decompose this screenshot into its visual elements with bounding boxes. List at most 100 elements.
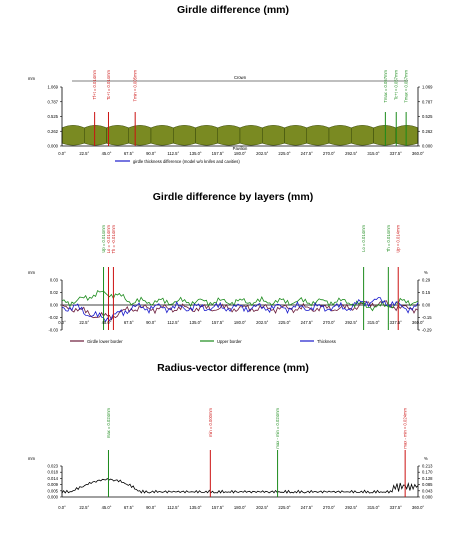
x-tick-label: 180.0° xyxy=(234,505,246,510)
x-tick-label: 247.5° xyxy=(301,151,313,156)
marker-label: max - min = 0.024mm xyxy=(275,407,280,448)
y-tick-label: 0.262 xyxy=(48,129,59,134)
x-tick-label: 315.0° xyxy=(367,151,379,156)
chart-title: Radius-vector difference (mm) xyxy=(157,362,309,374)
series-upper-border xyxy=(61,289,419,312)
y-tick-label: 0.005 xyxy=(48,488,59,493)
marker-label: Up = 0.014mm xyxy=(101,225,106,253)
markers: Tf+t = 0.014mm Tc+t = 0.014mm Tmin = 0.005… xyxy=(92,69,409,146)
y-tick-label-right: 0.262 xyxy=(422,129,433,134)
x-tick-labels: 0.0° 22.5° 45.0° 67.5° 90.0° 112.5° 135.0° 157.… xyxy=(58,151,424,156)
marker-label: Up = 0.014mm xyxy=(396,225,401,253)
x-tick-label: 67.5° xyxy=(124,505,134,510)
x-tick-label: 45.0° xyxy=(102,151,112,156)
x-tick-label: 337.5° xyxy=(390,320,402,325)
girdle-segment xyxy=(217,125,241,146)
y-tick-label-right: 1.069 xyxy=(422,85,433,90)
x-tick-label: 225.0° xyxy=(278,505,290,510)
marker-label: Th = -0.014mm xyxy=(111,224,116,253)
crown-label: Crown xyxy=(234,75,247,80)
x-tick-label: 112.5° xyxy=(167,320,179,325)
x-tick-label: 45.0° xyxy=(102,505,112,510)
marker-label: min = 0.000mm xyxy=(208,407,213,436)
girdle-segment xyxy=(150,125,174,146)
x-tick-label: 225.0° xyxy=(278,151,290,156)
x-tick-label: 0.0° xyxy=(58,505,66,510)
y-tick-label: 0.018 xyxy=(48,470,59,475)
y-axis-label: mm xyxy=(28,270,35,275)
x-tick-label: 0.0° xyxy=(58,320,66,325)
x-tick-label: 45.0° xyxy=(102,320,112,325)
girdle-segment xyxy=(395,125,419,146)
x-tick-label: 90.0° xyxy=(146,505,156,510)
girdle-difference-chart: Girdle difference (mm) mm 1.069 0.787 0.52… xyxy=(28,4,433,164)
y-tick-label-right: 0.085 xyxy=(422,482,433,487)
marker-label: Tc+t = 0.014mm xyxy=(106,69,111,100)
marker-label: max = 0.024mm xyxy=(106,407,111,438)
series-thickness xyxy=(61,297,419,323)
y-tick-label-right: 0.043 xyxy=(422,488,433,493)
x-tick-label: 135.0° xyxy=(189,505,201,510)
y-tick-label-right: 0.170 xyxy=(422,470,433,475)
x-tick-label: 202.5° xyxy=(256,320,268,325)
x-tick-label: 157.5° xyxy=(212,320,224,325)
girdle-segment xyxy=(284,125,307,146)
legend-entry: girdle thickness difference (model w/o k… xyxy=(133,159,240,164)
y-tick-label: 1.069 xyxy=(48,85,59,90)
girdle-segment xyxy=(106,125,129,146)
series-girdle-lower-border xyxy=(61,300,419,321)
x-tick-label: 202.5° xyxy=(256,505,268,510)
x-tick-label: 292.5° xyxy=(345,320,357,325)
marker-label: max - min = 0.024mm xyxy=(403,407,408,448)
x-tick-label: 112.5° xyxy=(167,151,179,156)
legend: Girdle lower border Upper border Thickness xyxy=(70,339,336,344)
y-tick-label-right: 0.213 xyxy=(422,464,433,469)
x-tick-label: 67.5° xyxy=(124,320,134,325)
series-radius-vector xyxy=(61,477,419,494)
x-tick-label: 360.0° xyxy=(412,320,424,325)
series-lines xyxy=(61,477,419,494)
x-tick-label: 337.5° xyxy=(390,151,402,156)
x-tick-label: 90.0° xyxy=(146,151,156,156)
girdle-segment xyxy=(262,125,285,146)
y-tick-label: 0.000 xyxy=(48,495,59,500)
y-tick-label: 0.525 xyxy=(48,114,59,119)
x-tick-label: 247.5° xyxy=(301,320,313,325)
girdle-segment xyxy=(128,125,152,146)
marker-label: Th = 0.014mm xyxy=(386,224,391,252)
y-tick-label: 0.03 xyxy=(50,278,59,283)
x-tick-labels: 0.0° 22.5° 45.0° 67.5° 90.0° 112.5° 135.0° 157.… xyxy=(58,505,424,510)
marker-label: Tc+t = 0.057mm xyxy=(394,69,399,100)
y-axis-label: mm xyxy=(28,76,35,81)
radius-vector-difference-chart: Radius-vector difference (mm) mm % 0.023… xyxy=(28,362,433,510)
marker-label: Tmax = 0.057mm xyxy=(404,69,409,102)
x-tick-label: 337.5° xyxy=(390,505,402,510)
x-tick-label: 292.5° xyxy=(345,505,357,510)
marker-label: Tf+t = 0.014mm xyxy=(92,69,97,99)
marker-label: Lo = 0.014mm xyxy=(361,224,366,251)
plot-axes xyxy=(60,465,420,498)
chart-title: Girdle difference (mm) xyxy=(177,4,289,16)
x-tick-label: 22.5° xyxy=(79,320,89,325)
x-tick-label: 90.0° xyxy=(146,320,156,325)
legend-entry: Girdle lower border xyxy=(87,339,123,344)
girdle-segment xyxy=(84,125,107,146)
y-tick-labels-right: 0.29 0.15 0.00 -0.15 -0.29 xyxy=(422,278,432,333)
legend-entry: Upper border xyxy=(217,339,242,344)
x-tick-label: 0.0° xyxy=(58,151,66,156)
marker-label: Tmin = 0.005mm xyxy=(133,70,138,102)
girdle-segment xyxy=(328,125,352,146)
x-tick-label: 135.0° xyxy=(189,320,201,325)
girdle-segment xyxy=(173,125,196,146)
girdle-difference-by-layers-chart: Girdle difference by layers (mm) mm % 0.… xyxy=(28,191,432,344)
y-tick-label-right: 0.787 xyxy=(422,99,433,104)
girdle-segment xyxy=(373,125,396,146)
y-tick-label: -0.02 xyxy=(48,315,58,320)
y-axis-label: mm xyxy=(28,456,35,461)
y-tick-label-right: -0.15 xyxy=(422,315,432,320)
girdle-segment xyxy=(351,125,374,146)
plot-axes xyxy=(60,86,420,147)
x-tick-label: 157.5° xyxy=(212,151,224,156)
